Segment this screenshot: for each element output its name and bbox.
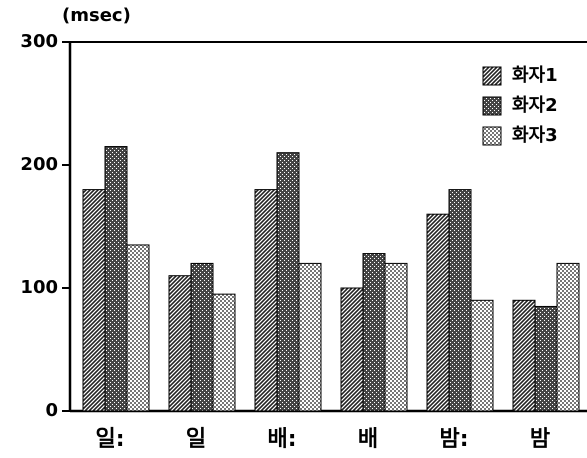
bar	[384, 262, 408, 412]
x-tick-label: 배:	[267, 427, 296, 452]
bar	[534, 305, 558, 412]
bar	[82, 189, 106, 412]
legend-label: 화자3	[512, 125, 558, 146]
y-tick-label: 200	[20, 154, 58, 175]
bar	[448, 189, 472, 412]
y-tick-label: 100	[20, 277, 58, 298]
bar	[104, 146, 128, 412]
bar	[168, 275, 192, 412]
legend-swatch	[482, 126, 502, 146]
bar	[276, 152, 300, 412]
bar	[362, 253, 386, 412]
bar	[426, 213, 450, 412]
bar	[190, 262, 214, 412]
x-tick-label: 일	[186, 427, 206, 452]
legend-swatch	[482, 96, 502, 116]
bar	[254, 189, 278, 412]
bar	[126, 244, 150, 412]
x-tick-label: 밤:	[439, 427, 468, 452]
legend-label: 화자1	[512, 65, 558, 86]
bar	[212, 293, 236, 412]
y-tick-label: 0	[45, 400, 58, 421]
bar	[340, 287, 364, 412]
legend-label: 화자2	[512, 95, 558, 116]
x-tick-label: 일:	[95, 427, 124, 452]
y-tick-label: 300	[20, 31, 58, 52]
bar	[556, 262, 580, 412]
y-axis-label: (msec)	[62, 5, 131, 26]
bar	[298, 262, 322, 412]
bar	[512, 299, 536, 412]
bar	[470, 299, 494, 412]
x-tick-label: 밤	[530, 427, 550, 452]
x-tick-label: 배	[358, 427, 378, 452]
legend-swatch	[482, 66, 502, 86]
